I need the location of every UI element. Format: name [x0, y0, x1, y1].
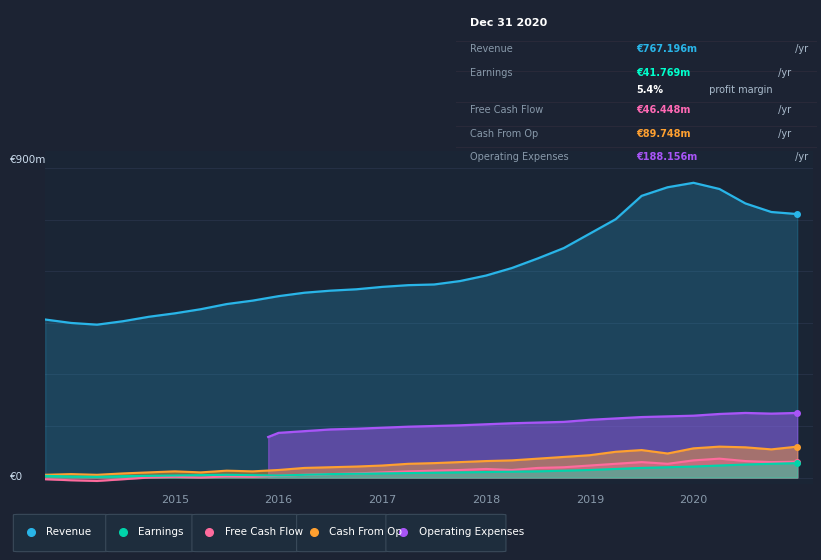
Text: Earnings: Earnings [138, 527, 184, 537]
FancyBboxPatch shape [192, 514, 300, 552]
Text: €900m: €900m [10, 155, 46, 165]
Text: Cash From Op: Cash From Op [470, 129, 539, 139]
Text: Operating Expenses: Operating Expenses [470, 152, 569, 162]
Text: Dec 31 2020: Dec 31 2020 [470, 18, 548, 28]
Text: €89.748m: €89.748m [636, 129, 690, 139]
FancyBboxPatch shape [296, 514, 389, 552]
Text: Revenue: Revenue [470, 44, 513, 54]
Text: 5.4%: 5.4% [636, 85, 663, 95]
Text: /yr: /yr [775, 105, 791, 115]
Text: Revenue: Revenue [46, 527, 91, 537]
Text: /yr: /yr [775, 129, 791, 139]
Text: €46.448m: €46.448m [636, 105, 690, 115]
Text: /yr: /yr [792, 152, 809, 162]
Text: €188.156m: €188.156m [636, 152, 698, 162]
Text: €0: €0 [10, 472, 23, 482]
Text: /yr: /yr [792, 44, 809, 54]
Text: profit margin: profit margin [705, 85, 773, 95]
Text: Free Cash Flow: Free Cash Flow [470, 105, 544, 115]
FancyBboxPatch shape [106, 514, 195, 552]
Text: Cash From Op: Cash From Op [329, 527, 402, 537]
FancyBboxPatch shape [13, 514, 108, 552]
Text: /yr: /yr [775, 68, 791, 78]
Text: Free Cash Flow: Free Cash Flow [225, 527, 303, 537]
Text: €41.769m: €41.769m [636, 68, 690, 78]
FancyBboxPatch shape [386, 514, 506, 552]
Text: Earnings: Earnings [470, 68, 512, 78]
Text: Operating Expenses: Operating Expenses [419, 527, 524, 537]
Text: €767.196m: €767.196m [636, 44, 697, 54]
